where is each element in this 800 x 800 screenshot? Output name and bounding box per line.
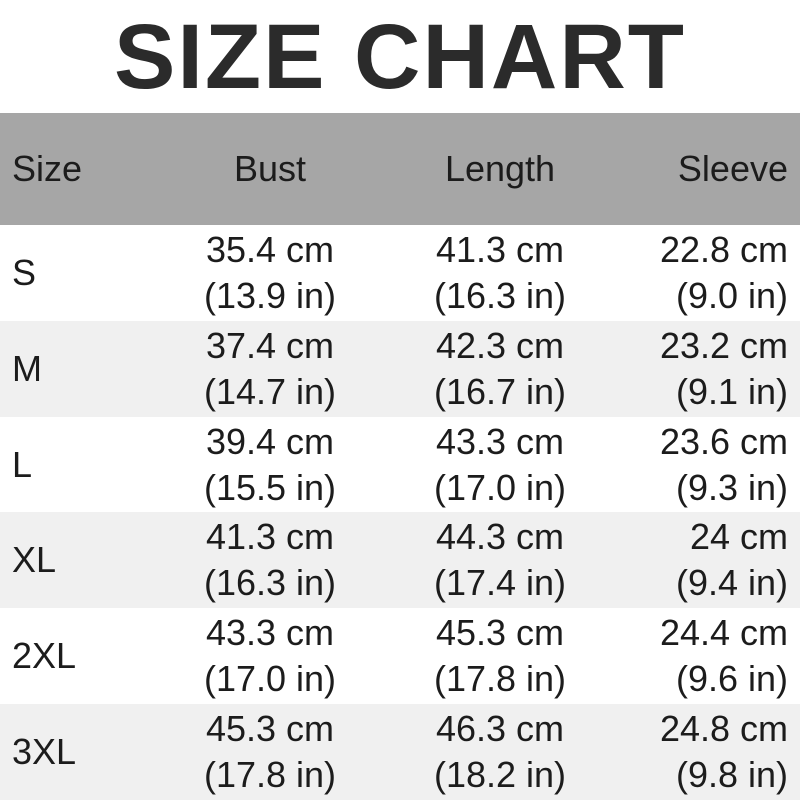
sleeve-cell: 23.2 cm (9.1 in) xyxy=(595,323,800,415)
sleeve-cell: 24 cm (9.4 in) xyxy=(595,514,800,606)
length-cm: 41.3 cm xyxy=(435,228,565,270)
length-in: (18.2 in) xyxy=(433,754,567,796)
sleeve-cm: 24.4 cm xyxy=(659,612,788,654)
length-cell: 44.3 cm (17.4 in) xyxy=(405,514,595,606)
sleeve-cell: 22.8 cm (9.0 in) xyxy=(595,227,800,319)
sleeve-cell: 24.8 cm (9.8 in) xyxy=(595,706,800,798)
size-label: S xyxy=(12,251,37,293)
sleeve-in: (9.4 in) xyxy=(675,562,788,604)
size-label: 2XL xyxy=(12,635,77,677)
length-in: (16.7 in) xyxy=(433,370,567,412)
size-label: M xyxy=(12,347,42,389)
header-size: Size xyxy=(12,148,83,189)
size-label: 3XL xyxy=(12,731,77,773)
bust-cell: 39.4 cm (15.5 in) xyxy=(135,419,405,511)
bust-cm: 45.3 cm xyxy=(205,708,335,750)
table-row-2xl: 2XL 43.3 cm (17.0 in) 45.3 cm (17.8 in) … xyxy=(0,608,800,705)
title-band: SIZE CHART xyxy=(0,0,800,113)
bust-in: (15.5 in) xyxy=(203,466,337,508)
length-cm: 46.3 cm xyxy=(435,708,565,750)
length-cell: 43.3 cm (17.0 in) xyxy=(405,419,595,511)
header-sleeve: Sleeve xyxy=(677,148,788,189)
sleeve-in: (9.3 in) xyxy=(675,466,788,508)
size-label: L xyxy=(12,443,33,485)
length-cell: 45.3 cm (17.8 in) xyxy=(405,610,595,702)
bust-cell: 37.4 cm (14.7 in) xyxy=(135,323,405,415)
bust-in: (13.9 in) xyxy=(203,274,337,316)
length-in: (17.8 in) xyxy=(433,658,567,700)
length-cm: 44.3 cm xyxy=(435,516,565,558)
length-in: (17.0 in) xyxy=(433,466,567,508)
bust-in: (14.7 in) xyxy=(203,370,337,412)
bust-cm: 41.3 cm xyxy=(205,516,335,558)
table-header-row: Size Bust Length Sleeve xyxy=(0,113,800,225)
length-cm: 42.3 cm xyxy=(435,324,565,366)
sleeve-cell: 23.6 cm (9.3 in) xyxy=(595,419,800,511)
sleeve-in: (9.1 in) xyxy=(675,370,788,412)
page-title: SIZE CHART xyxy=(114,5,686,108)
bust-cm: 35.4 cm xyxy=(205,228,335,270)
header-length: Length xyxy=(444,148,556,189)
bust-cell: 43.3 cm (17.0 in) xyxy=(135,610,405,702)
length-in: (16.3 in) xyxy=(433,274,567,316)
sleeve-cm: 23.2 cm xyxy=(659,324,788,366)
sleeve-cm: 24.8 cm xyxy=(659,708,788,750)
sleeve-cm: 24 cm xyxy=(689,516,788,558)
sleeve-in: (9.8 in) xyxy=(675,754,788,796)
bust-cell: 45.3 cm (17.8 in) xyxy=(135,706,405,798)
header-bust: Bust xyxy=(233,148,307,189)
table-row-xl: XL 41.3 cm (16.3 in) 44.3 cm (17.4 in) 2… xyxy=(0,512,800,609)
bust-cm: 39.4 cm xyxy=(205,420,335,462)
table-row-3xl: 3XL 45.3 cm (17.8 in) 46.3 cm (18.2 in) … xyxy=(0,704,800,800)
bust-cm: 37.4 cm xyxy=(205,324,335,366)
sleeve-in: (9.6 in) xyxy=(675,658,788,700)
sleeve-cm: 22.8 cm xyxy=(659,228,788,270)
length-cell: 42.3 cm (16.7 in) xyxy=(405,323,595,415)
bust-cell: 35.4 cm (13.9 in) xyxy=(135,227,405,319)
table-body: S 35.4 cm (13.9 in) 41.3 cm (16.3 in) 22… xyxy=(0,225,800,800)
length-cell: 46.3 cm (18.2 in) xyxy=(405,706,595,798)
table-row-l: L 39.4 cm (15.5 in) 43.3 cm (17.0 in) 23… xyxy=(0,416,800,513)
bust-cell: 41.3 cm (16.3 in) xyxy=(135,514,405,606)
bust-in: (16.3 in) xyxy=(203,562,337,604)
bust-in: (17.0 in) xyxy=(203,658,337,700)
length-cm: 43.3 cm xyxy=(435,420,565,462)
size-label: XL xyxy=(12,539,57,581)
bust-cm: 43.3 cm xyxy=(205,612,335,654)
length-in: (17.4 in) xyxy=(433,562,567,604)
bust-in: (17.8 in) xyxy=(203,754,337,796)
length-cm: 45.3 cm xyxy=(435,612,565,654)
table-row-s: S 35.4 cm (13.9 in) 41.3 cm (16.3 in) 22… xyxy=(0,225,800,321)
length-cell: 41.3 cm (16.3 in) xyxy=(405,227,595,319)
sleeve-in: (9.0 in) xyxy=(675,274,788,316)
sleeve-cell: 24.4 cm (9.6 in) xyxy=(595,610,800,702)
table-row-m: M 37.4 cm (14.7 in) 42.3 cm (16.7 in) 23… xyxy=(0,320,800,417)
sleeve-cm: 23.6 cm xyxy=(659,420,788,462)
